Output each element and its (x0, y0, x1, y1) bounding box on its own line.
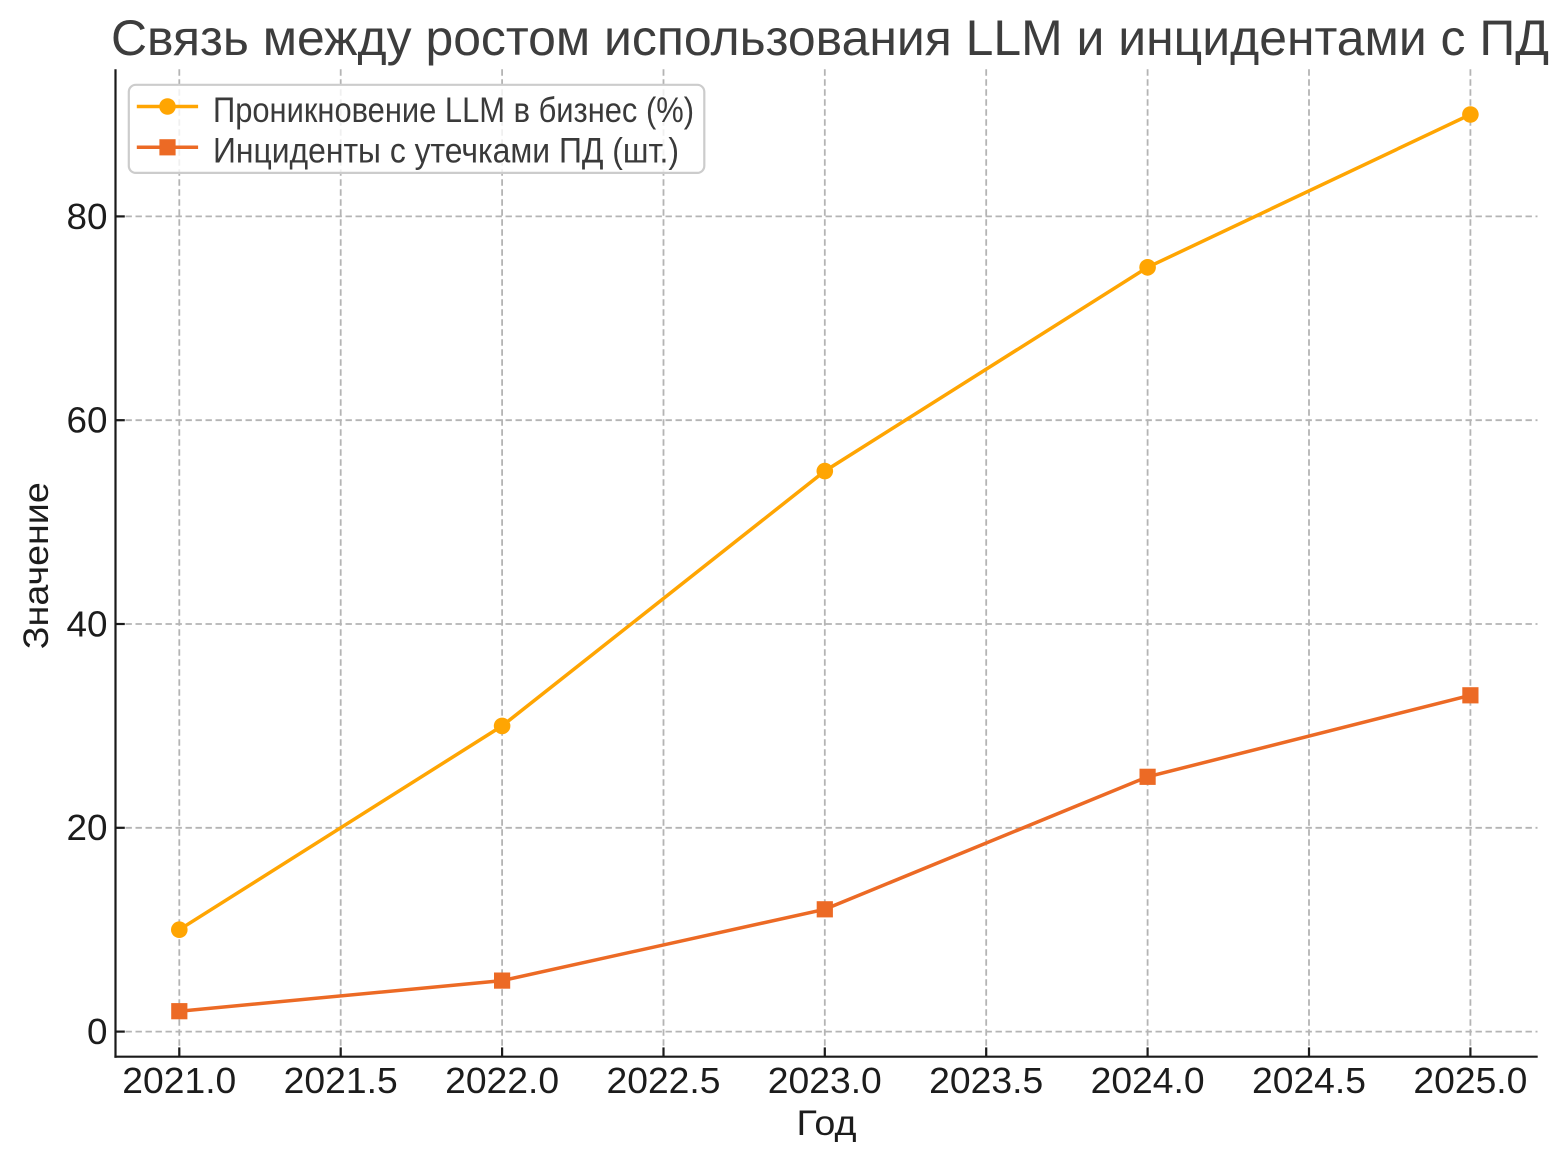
svg-text:2022.0: 2022.0 (445, 1061, 559, 1101)
svg-text:2024.5: 2024.5 (1252, 1061, 1366, 1101)
svg-text:Инциденты с утечками ПД (шт.): Инциденты с утечками ПД (шт.) (213, 132, 679, 171)
svg-text:2023.0: 2023.0 (768, 1061, 882, 1101)
svg-text:2025.0: 2025.0 (1413, 1061, 1527, 1101)
svg-text:2024.0: 2024.0 (1091, 1061, 1205, 1101)
svg-text:60: 60 (67, 401, 108, 441)
svg-text:0: 0 (87, 1012, 108, 1052)
svg-text:40: 40 (67, 604, 108, 644)
svg-text:2023.5: 2023.5 (929, 1061, 1043, 1101)
svg-text:Значение: Значение (16, 482, 56, 649)
svg-text:2022.5: 2022.5 (607, 1061, 721, 1101)
svg-text:80: 80 (67, 197, 108, 237)
svg-text:2021.0: 2021.0 (122, 1061, 236, 1101)
svg-text:Год: Год (797, 1103, 857, 1143)
svg-text:Связь между ростом использован: Связь между ростом использования LLM и и… (111, 10, 1549, 66)
svg-text:2021.5: 2021.5 (284, 1061, 398, 1101)
svg-text:20: 20 (67, 808, 108, 848)
svg-text:Проникновение LLM в бизнес (%): Проникновение LLM в бизнес (%) (213, 91, 694, 130)
